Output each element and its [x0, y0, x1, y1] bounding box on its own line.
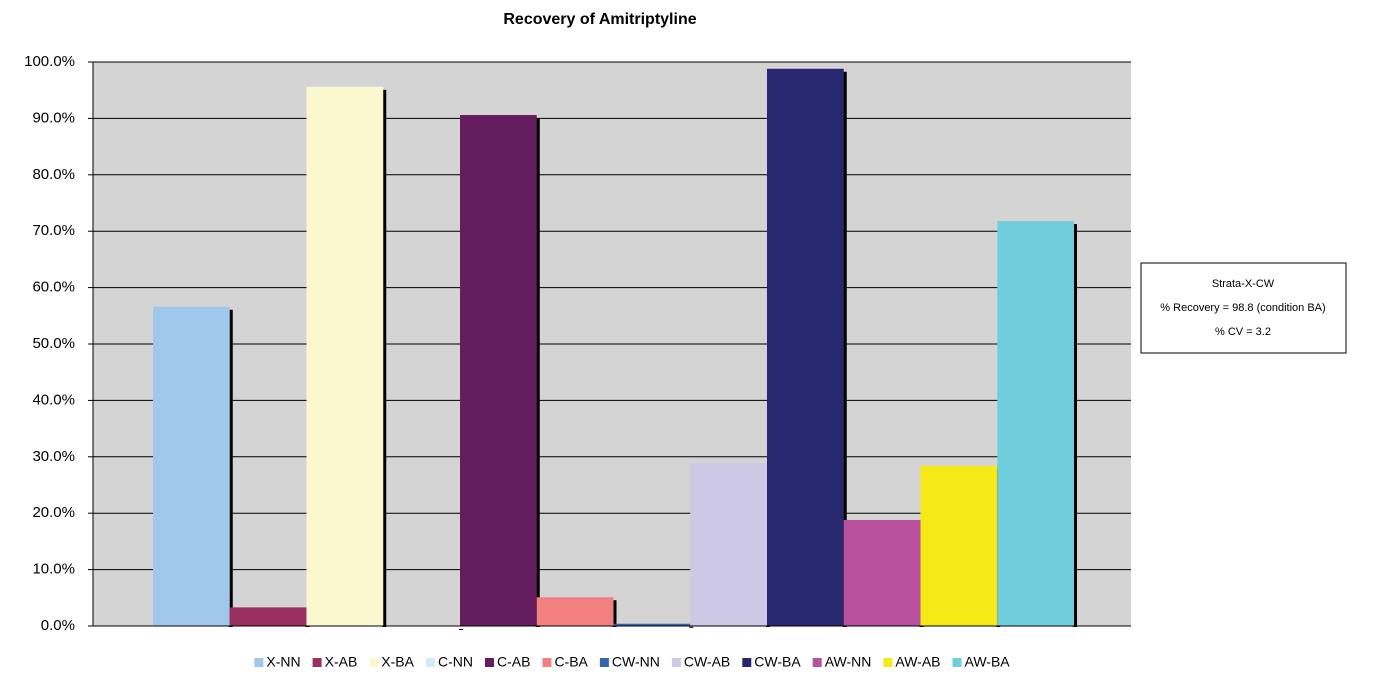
y-tick-label: 50.0% [32, 335, 75, 352]
y-tick-label: 60.0% [32, 279, 75, 296]
bar-shadow [535, 118, 540, 628]
legend-swatch [952, 658, 962, 667]
legend-swatch [369, 658, 379, 667]
y-tick-label: 100.0% [24, 53, 75, 70]
annotation-line: % CV = 3.2 [1215, 326, 1271, 338]
legend-swatch [812, 658, 822, 667]
bar-shadow [612, 600, 617, 627]
legend-label: C-BA [554, 654, 588, 670]
legend-label: AW-NN [825, 654, 872, 670]
bar [843, 519, 921, 626]
legend-swatch [484, 658, 494, 667]
legend-label: X-BA [381, 654, 414, 670]
legend-label: CW-AB [684, 654, 730, 670]
legend-label: AW-AB [895, 654, 940, 670]
y-tick-label: 10.0% [32, 561, 75, 578]
legend-swatch [542, 658, 552, 667]
y-tick-label: 80.0% [32, 166, 75, 183]
bar [767, 68, 844, 626]
annotation-line: % Recovery = 98.8 (condition BA) [1160, 302, 1325, 314]
chart-title: Recovery of Amitriptyline [503, 11, 696, 28]
legend-swatch [599, 658, 609, 667]
y-tick-label: 70.0% [32, 222, 75, 239]
bar [306, 86, 384, 627]
legend-swatch [425, 658, 435, 667]
legend-swatch [254, 658, 264, 667]
legend-label: X-AB [325, 654, 358, 670]
annotation-line: Strata-X-CW [1212, 278, 1275, 290]
legend-swatch [312, 658, 322, 667]
bar-shadow [1073, 224, 1077, 627]
bar [229, 607, 307, 626]
bar-shadow [228, 309, 233, 627]
y-tick-label: 0.0% [41, 617, 75, 634]
legend-label: X-NN [266, 654, 300, 670]
bar [690, 463, 767, 626]
bar-shadow [382, 89, 387, 628]
annotation-box [1140, 262, 1347, 354]
bar [460, 115, 537, 627]
bar [997, 221, 1074, 626]
legend-label: CW-BA [754, 654, 801, 670]
bar-shadow [459, 629, 463, 630]
y-tick-label: 20.0% [32, 504, 75, 521]
bar [536, 597, 614, 626]
bar [920, 465, 998, 626]
legend-label: C-AB [497, 654, 530, 670]
legend-swatch [742, 658, 752, 667]
y-tick-label: 40.0% [32, 391, 75, 408]
legend-label: CW-NN [612, 654, 660, 670]
bar [153, 306, 230, 626]
legend-label: AW-BA [965, 654, 1011, 670]
legend-label: C-NN [438, 654, 473, 670]
y-tick-label: 30.0% [32, 448, 75, 465]
bar-shadow [689, 626, 694, 628]
legend-swatch [671, 658, 681, 667]
bar-shadow [842, 71, 847, 627]
y-tick-label: 90.0% [32, 109, 75, 126]
legend-swatch [883, 658, 893, 667]
bar [613, 623, 691, 626]
